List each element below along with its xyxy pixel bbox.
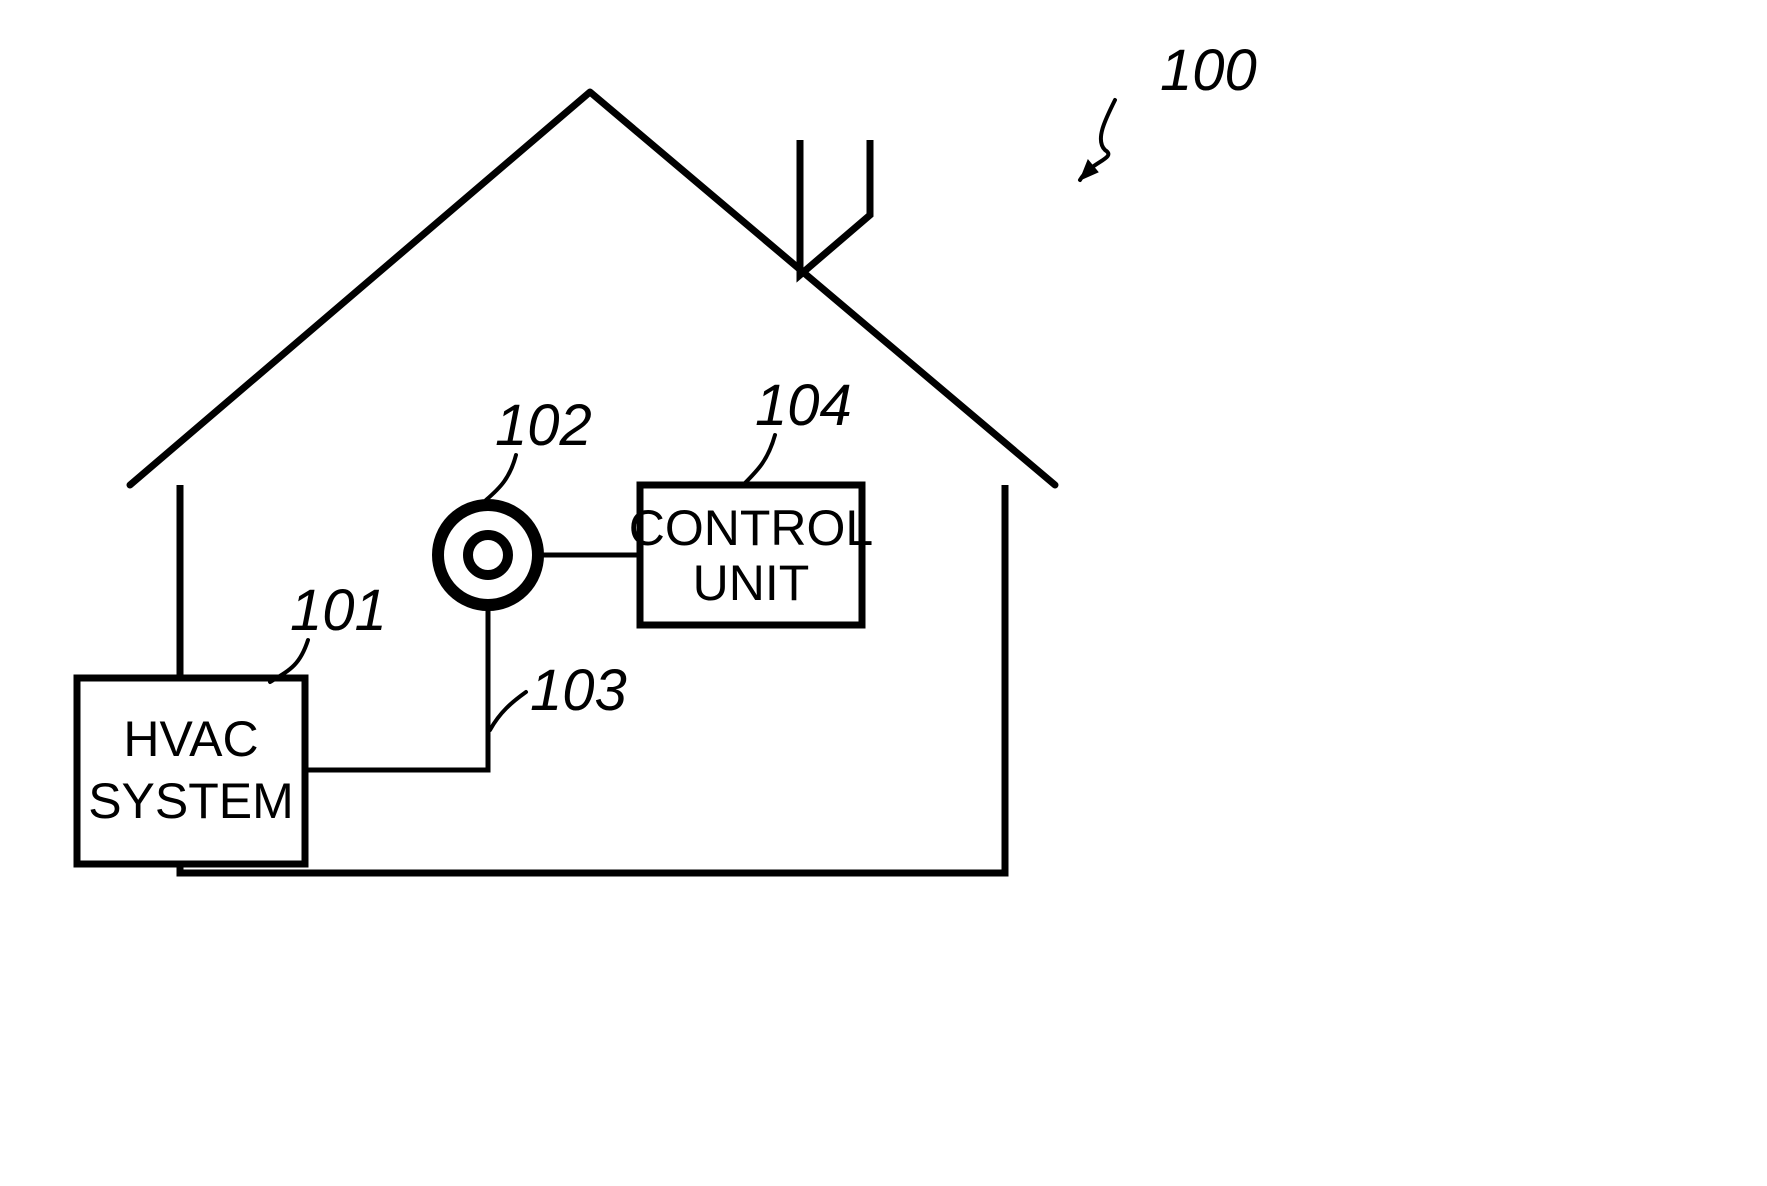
lead-103 [490, 692, 526, 730]
control-label-line2: UNIT [693, 555, 810, 611]
ref-102: 102 [495, 393, 592, 458]
hvac-label-line2: SYSTEM [88, 773, 294, 829]
control-unit-box: CONTROLUNIT [629, 485, 873, 625]
lead-104 [744, 435, 775, 484]
hvac-system-box: HVAC SYSTEM [77, 678, 305, 864]
ref-100: 100 [1160, 38, 1257, 103]
control-label-line1: CONTROL [629, 500, 873, 556]
roof [130, 92, 1055, 485]
thermostat [438, 505, 538, 605]
figure-ref-100: 100 [1080, 38, 1257, 180]
chimney [800, 140, 870, 275]
hvac-label-line1: HVAC [123, 711, 258, 767]
ref-104: 104 [755, 373, 852, 438]
ref-103: 103 [530, 658, 627, 723]
lead-102 [486, 455, 516, 500]
ref-101: 101 [290, 578, 387, 643]
